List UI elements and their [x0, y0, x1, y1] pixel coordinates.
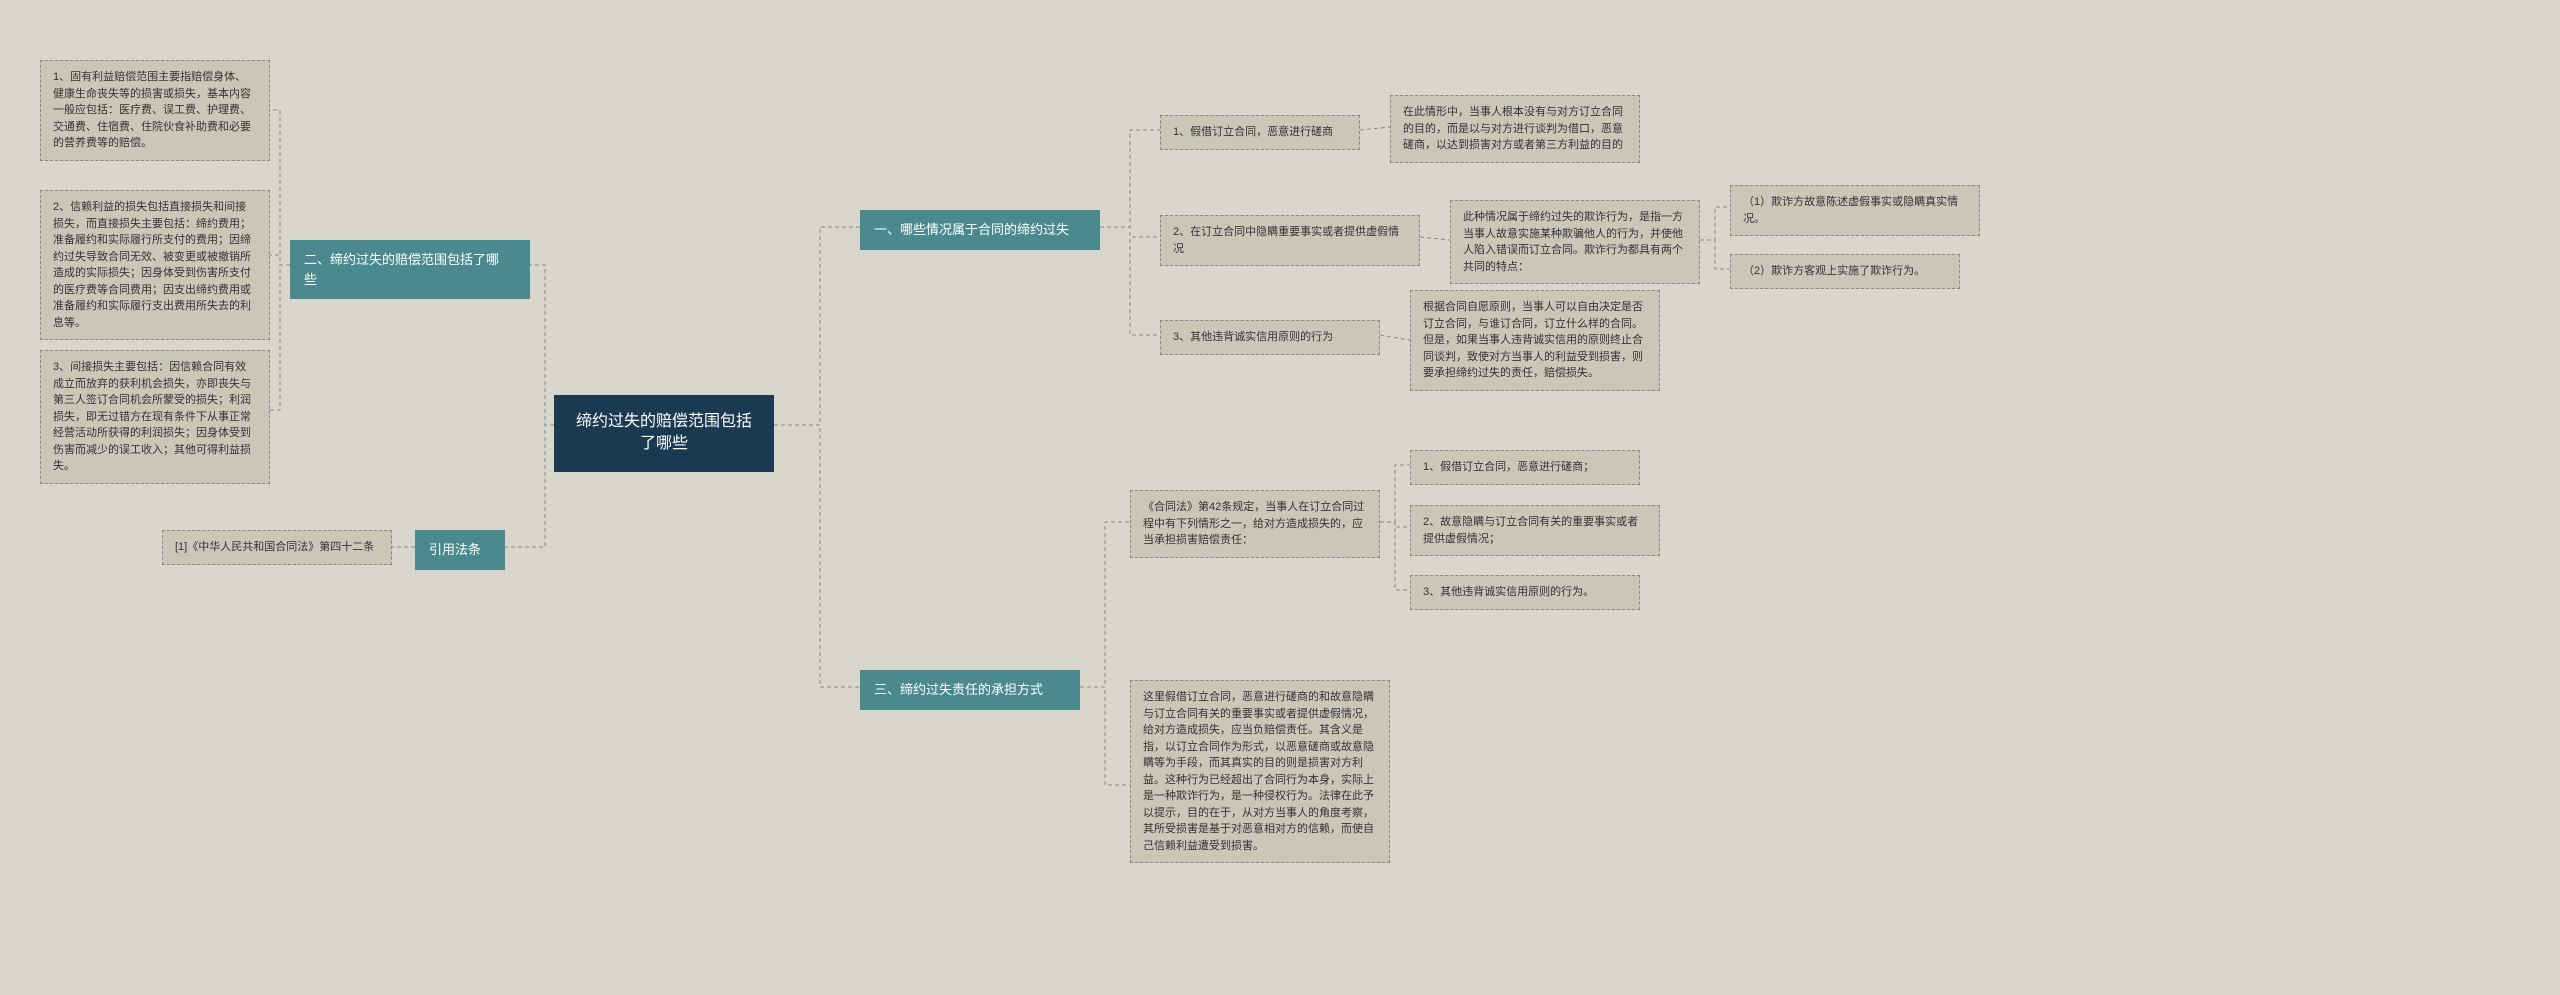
leaf-1-2-d1[interactable]: （1）欺诈方故意陈述虚假事实或隐瞒真实情况。: [1730, 185, 1980, 236]
leaf-1-2-detail[interactable]: 此种情况属于缔约过失的欺诈行为，是指一方当事人故意实施某种欺骗他人的行为，并使他…: [1450, 200, 1700, 284]
root-node[interactable]: 缔约过失的赔偿范围包括 了哪些: [554, 395, 774, 472]
leaf-1-3[interactable]: 3、其他违背诚实信用原则的行为: [1160, 320, 1380, 355]
leaf-2-3[interactable]: 3、间接损失主要包括：因信赖合同有效成立而放弃的获利机会损失，亦即丧失与第三人签…: [40, 350, 270, 484]
branch-2-label-l1: 二、缔约过失的赔偿范围包括了哪: [304, 250, 516, 270]
leaf-4[interactable]: [1]《中华人民共和国合同法》第四十二条: [162, 530, 392, 565]
leaf-3-1[interactable]: 1、假借订立合同，恶意进行磋商；: [1410, 450, 1640, 485]
branch-3-label: 三、缔约过失责任的承担方式: [874, 682, 1043, 697]
branch-3[interactable]: 三、缔约过失责任的承担方式: [860, 670, 1080, 710]
leaf-3-3[interactable]: 3、其他违背诚实信用原则的行为。: [1410, 575, 1640, 610]
leaf-1-3-detail[interactable]: 根据合同自愿原则，当事人可以自由决定是否订立合同，与谁订合同，订立什么样的合同。…: [1410, 290, 1660, 391]
branch-2[interactable]: 二、缔约过失的赔偿范围包括了哪 些: [290, 240, 530, 299]
leaf-2-2[interactable]: 2、信赖利益的损失包括直接损失和间接损失，而直接损失主要包括：缔约费用；准备履约…: [40, 190, 270, 340]
branch-1-label: 一、哪些情况属于合同的缔约过失: [874, 222, 1069, 237]
leaf-1-2[interactable]: 2、在订立合同中隐瞒重要事实或者提供虚假情况: [1160, 215, 1420, 266]
root-title-line2: 了哪些: [574, 433, 754, 455]
branch-4[interactable]: 引用法条: [415, 530, 505, 570]
leaf-2-1[interactable]: 1、固有利益赔偿范围主要指赔偿身体、健康生命丧失等的损害或损失，基本内容一般应包…: [40, 60, 270, 161]
branch-4-label: 引用法条: [429, 542, 481, 557]
leaf-3-2[interactable]: 2、故意隐瞒与订立合同有关的重要事实或者提供虚假情况；: [1410, 505, 1660, 556]
leaf-3-intro[interactable]: 《合同法》第42条规定，当事人在订立合同过程中有下列情形之一，给对方造成损失的，…: [1130, 490, 1380, 558]
leaf-1-1-detail[interactable]: 在此情形中，当事人根本没有与对方订立合同的目的，而是以与对方进行谈判为借口，恶意…: [1390, 95, 1640, 163]
branch-1[interactable]: 一、哪些情况属于合同的缔约过失: [860, 210, 1100, 250]
root-title-line1: 缔约过失的赔偿范围包括: [574, 411, 754, 433]
branch-2-label-l2: 些: [304, 270, 516, 290]
leaf-1-1[interactable]: 1、假借订立合同，恶意进行磋商: [1160, 115, 1360, 150]
leaf-3-body[interactable]: 这里假借订立合同，恶意进行磋商的和故意隐瞒与订立合同有关的重要事实或者提供虚假情…: [1130, 680, 1390, 863]
leaf-1-2-d2[interactable]: （2）欺诈方客观上实施了欺诈行为。: [1730, 254, 1960, 289]
